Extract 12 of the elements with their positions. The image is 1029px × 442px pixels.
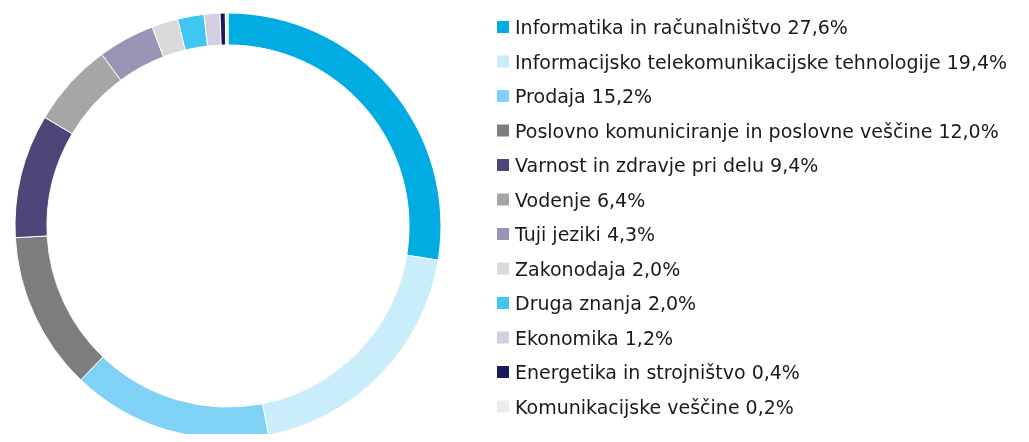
legend-label: Vodenje 6,4%	[515, 188, 646, 211]
legend-label: Poslovno komuniciranje in poslovne veščine 12,0%	[515, 119, 999, 142]
legend-label: Varnost in zdravje pri delu 9,4%	[515, 154, 819, 176]
legend-label: Tuji jeziki 4,3%	[514, 223, 656, 245]
legend-label: Informatika in računalništvo 27,6%	[515, 16, 848, 38]
legend-label: Druga znanja 2,0%	[515, 292, 697, 314]
legend-label: Informacijsko telekomunikacijske tehnologije 19,4%	[515, 50, 1008, 73]
legend-label: Prodaja 15,2%	[515, 85, 653, 107]
legend-label: Ekonomika 1,2%	[515, 326, 674, 349]
legend-label: Komunikacijske veščine 0,2%	[515, 395, 794, 418]
legend-label: Zakonodaja 2,0%	[515, 257, 681, 280]
legend-label: Energetika in strojništvo 0,4%	[515, 361, 800, 383]
